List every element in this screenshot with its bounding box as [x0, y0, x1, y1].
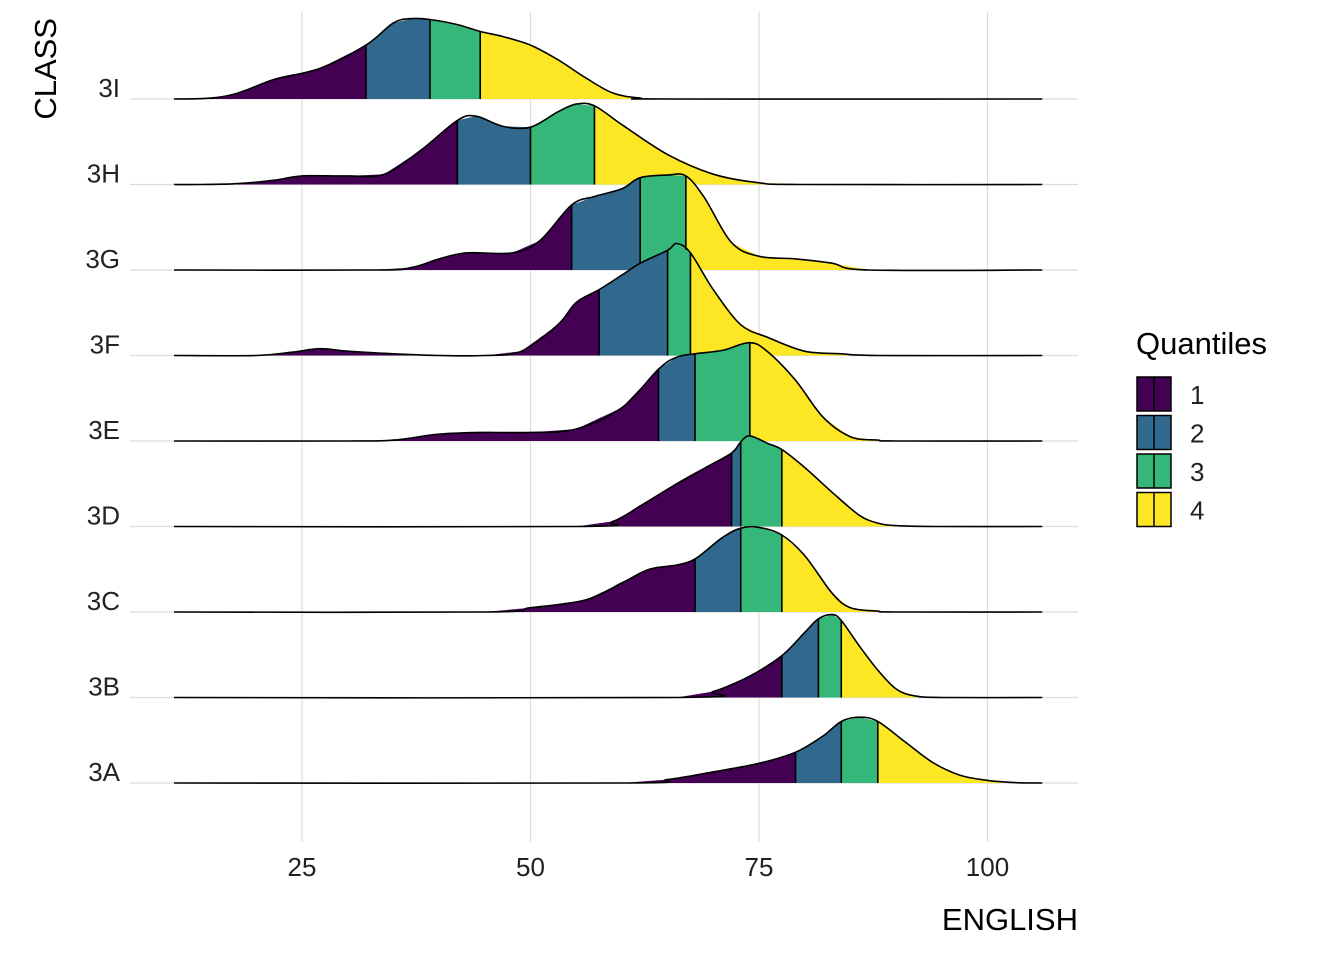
legend: Quantiles 1 2 3 4 [1136, 326, 1267, 528]
quantile-band-4 [877, 721, 1043, 783]
legend-label: 2 [1190, 419, 1204, 449]
quantile-band-3 [740, 527, 782, 612]
quantile-band-2 [366, 18, 430, 100]
quantile-band-2 [599, 250, 668, 356]
y-tick-label: 3I [98, 73, 120, 103]
quantile-band-2 [695, 528, 741, 612]
quantile-band-1 [174, 752, 796, 783]
quantile-band-3 [667, 243, 691, 356]
density-outline [173, 17, 1043, 100]
quantile-band-4 [781, 535, 1043, 612]
x-tick-labels: 25 50 75 100 [288, 852, 1010, 882]
density-outline [173, 173, 1043, 272]
y-tick-label: 3F [90, 330, 120, 360]
quantile-band-4 [480, 31, 1043, 99]
x-tick-label: 25 [288, 852, 317, 882]
quantile-band-3 [841, 717, 878, 783]
quantile-band-2 [731, 441, 741, 527]
density-outline [173, 525, 1043, 614]
ridges [173, 17, 1043, 785]
x-tick-label: 100 [966, 852, 1009, 882]
quantile-band-1 [174, 453, 732, 527]
density-outline [173, 435, 1043, 528]
ridge-3B [173, 613, 1043, 699]
legend-item-2: 2 [1136, 414, 1204, 451]
x-axis-title: ENGLISH [942, 902, 1078, 937]
quantile-band-2 [457, 116, 531, 185]
quantile-band-1 [174, 655, 782, 698]
y-tick-labels: 3I 3H 3G 3F 3E 3D 3C 3B 3A [85, 73, 120, 787]
legend-item-4: 4 [1136, 491, 1204, 528]
density-outline [173, 102, 1043, 186]
density-outline [173, 613, 1043, 699]
quantile-band-4 [781, 449, 1043, 527]
quantile-band-2 [781, 618, 819, 698]
x-tick-label: 75 [745, 852, 774, 882]
y-tick-label: 3E [88, 415, 120, 445]
ridge-3G [173, 173, 1043, 272]
quantile-band-3 [818, 614, 842, 698]
y-tick-label: 3C [87, 586, 120, 616]
legend-item-1: 1 [1136, 376, 1204, 412]
ridge-3F [173, 242, 1043, 357]
legend-item-3: 3 [1136, 453, 1204, 489]
quantile-band-1 [174, 289, 599, 356]
quantile-band-3 [740, 435, 782, 527]
y-tick-label: 3A [88, 757, 120, 787]
quantile-band-4 [690, 252, 1043, 356]
x-tick-label: 50 [516, 852, 545, 882]
ridge-3E [173, 341, 1043, 442]
legend-label: 4 [1190, 496, 1204, 526]
quantile-band-2 [795, 721, 842, 783]
legend-label: 1 [1190, 380, 1204, 410]
density-outline [173, 341, 1043, 442]
quantile-band-2 [658, 353, 695, 441]
quantile-band-3 [695, 342, 750, 441]
quantile-band-1 [174, 559, 695, 612]
quantile-band-1 [174, 369, 659, 441]
quantile-band-1 [174, 120, 458, 185]
legend-title: Quantiles [1136, 326, 1267, 361]
quantile-band-2 [571, 177, 641, 270]
ridge-3C [173, 525, 1043, 614]
density-outline [173, 716, 1043, 785]
y-tick-label: 3H [87, 159, 120, 189]
y-tick-label: 3B [88, 672, 120, 702]
ridge-3D [173, 435, 1043, 528]
quantile-band-4 [841, 620, 1043, 698]
density-outline [173, 242, 1043, 357]
y-tick-label: 3G [85, 244, 120, 274]
quantile-band-1 [174, 205, 572, 270]
ridge-3A [173, 716, 1043, 785]
ridge-3H [173, 102, 1043, 186]
quantile-band-4 [749, 342, 1043, 441]
y-axis-title: CLASS [28, 18, 63, 120]
quantile-band-3 [530, 104, 595, 185]
ridge-3I [173, 17, 1043, 100]
quantile-band-4 [594, 105, 1043, 185]
legend-label: 3 [1190, 457, 1204, 487]
y-tick-label: 3D [87, 501, 120, 531]
quantile-band-3 [430, 19, 481, 99]
quantile-band-4 [685, 175, 1043, 270]
quantile-band-1 [174, 45, 366, 99]
